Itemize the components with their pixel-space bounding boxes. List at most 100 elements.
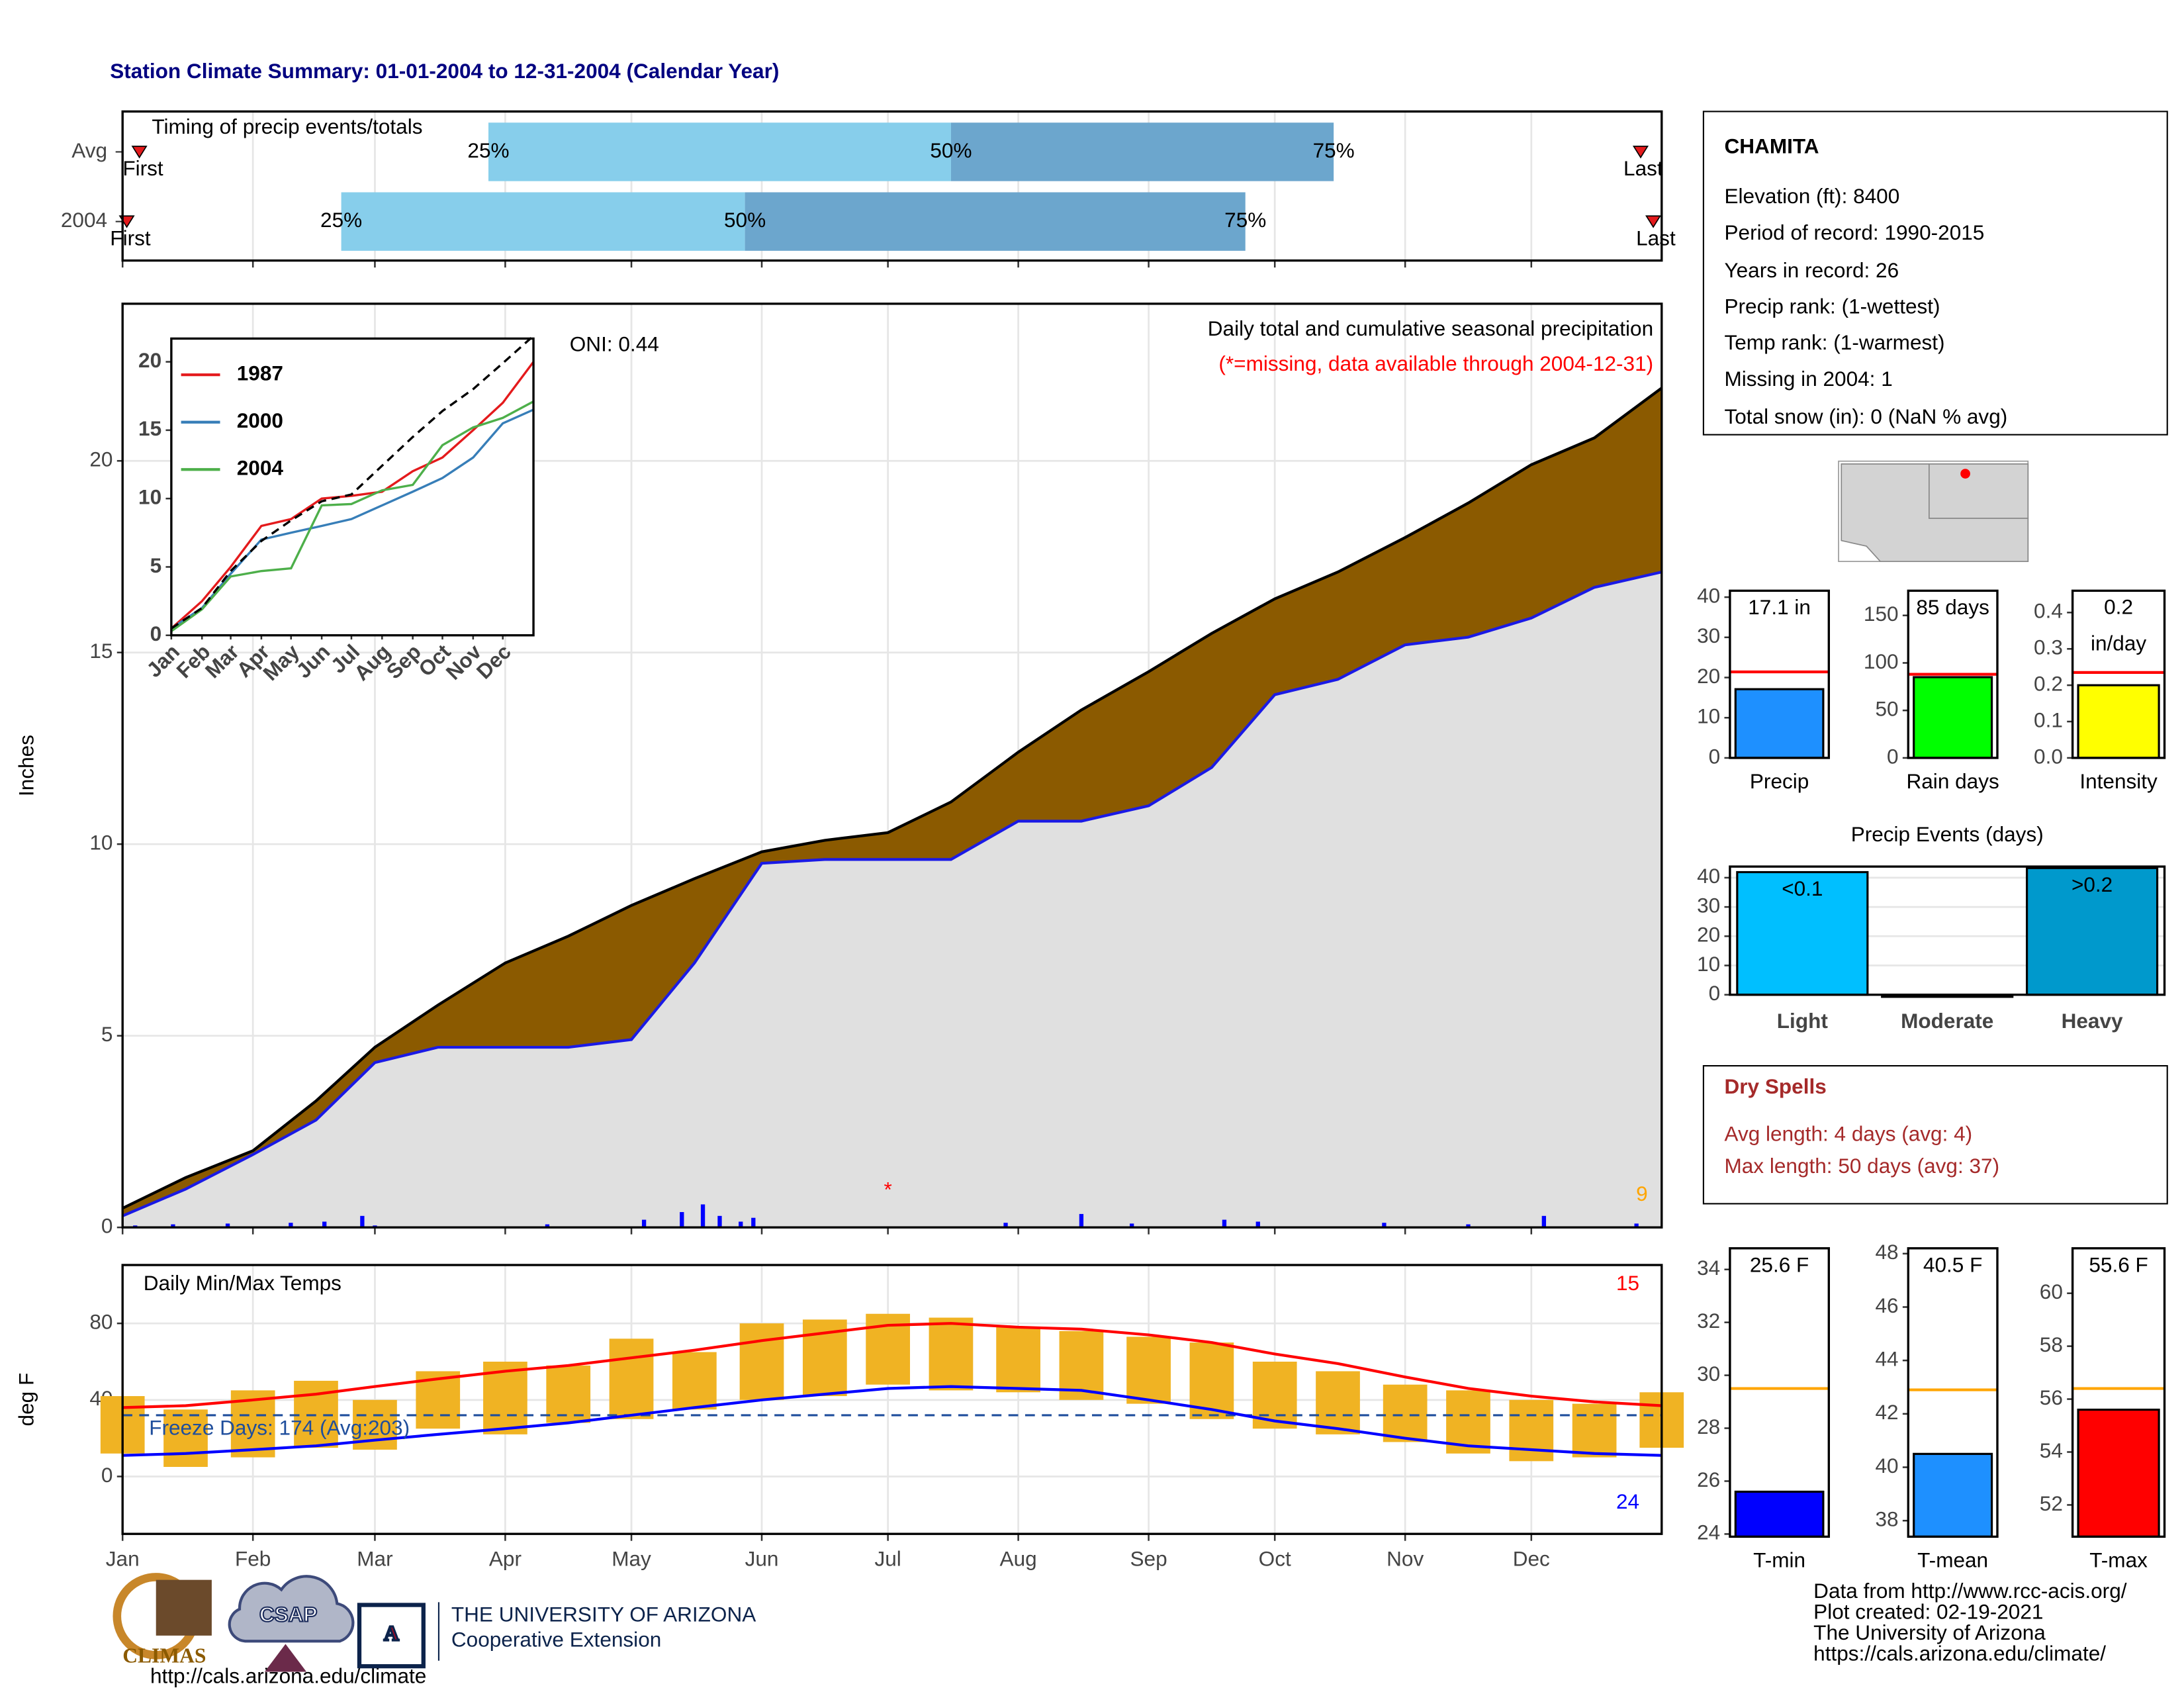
y-tick-label: 50 (1875, 697, 1898, 721)
temp-range-bar (1059, 1331, 1104, 1400)
temp-range-bar (1126, 1336, 1171, 1404)
y-tick-label: 30 (1697, 893, 1720, 917)
daily-precip-bar (360, 1215, 365, 1228)
legend-label: 2004 (237, 456, 284, 480)
legend-label: 1987 (237, 361, 283, 385)
csap-logo-text: CSAP (259, 1603, 318, 1626)
bar (2077, 684, 2160, 759)
y-tick-label: 58 (2040, 1333, 2063, 1356)
threshold-label: <0.1 (1782, 876, 1823, 900)
dry-spells-box (1702, 1064, 2168, 1205)
cumulative-2004-area (122, 572, 1662, 1228)
y-tick-label: 0.4 (2034, 599, 2063, 623)
y-tick-label: 20 (1697, 923, 1720, 947)
y-tick-label: 52 (2040, 1491, 2063, 1515)
x-category-label: Intensity (2079, 769, 2158, 793)
cumulative-average-line (122, 387, 1663, 1210)
cumulative-2004-line (122, 571, 1662, 1217)
freeze-label: Freeze Days: 174 (Avg:203) (149, 1416, 410, 1440)
station-line: Period of record: 1990-2015 (1724, 220, 1984, 244)
event-label: Last (1636, 226, 1676, 250)
station-line: Elevation (ft): 8400 (1724, 184, 1899, 208)
temp-range-bar (996, 1327, 1040, 1393)
missing-marker: * (884, 1178, 891, 1201)
value-label: 25.6 F (1750, 1252, 1809, 1276)
value-label: 55.6 F (2089, 1252, 2148, 1276)
percent-label: 50% (724, 208, 766, 232)
y-tick-label: 24 (1697, 1521, 1720, 1544)
dry-spells-line: Max length: 50 days (avg: 37) (1724, 1154, 1999, 1178)
temp-range-bar (672, 1352, 717, 1410)
map-state (1929, 463, 2029, 519)
plot-border (121, 303, 1663, 1229)
daily-precip-bar (680, 1212, 684, 1228)
y-tick-label: 0 (101, 1214, 113, 1238)
x-tick-label: Sep (1130, 1547, 1167, 1571)
y-tick-label: 40 (1697, 583, 1720, 607)
daily-precip-bar (1222, 1219, 1227, 1228)
daily-precip-bar (1255, 1221, 1260, 1228)
station-line: Missing in 2004: 1 (1724, 367, 1892, 391)
x-category-label: Light (1777, 1009, 1829, 1033)
y-tick-label: 34 (1697, 1256, 1720, 1280)
panel-title: Timing of precip events/totals (152, 115, 422, 138)
percent-label: 75% (1224, 208, 1266, 232)
daily-precip-bar (717, 1215, 722, 1228)
daily-precip-bar (700, 1204, 705, 1228)
timing-bar (950, 122, 1334, 181)
daily-precip-bar (1079, 1213, 1084, 1228)
y-tick-label: 42 (1875, 1400, 1898, 1424)
event-marker (1645, 215, 1662, 228)
plot-frame (171, 338, 534, 635)
plot-frame (1729, 1248, 1829, 1537)
timing-bar (745, 192, 1246, 251)
station-line: Temp rank: (1-warmest) (1724, 330, 1944, 354)
y-tick-label: 0.0 (2034, 744, 2063, 768)
dry-spells-line: Avg length: 4 days (avg: 4) (1724, 1122, 1972, 1146)
y-tick-label: 46 (1875, 1293, 1898, 1317)
y-tick-label: 48 (1875, 1240, 1898, 1264)
dry-spells-title: Dry Spells (1724, 1074, 1826, 1098)
cold-count: 24 (1616, 1489, 1639, 1513)
event-label: First (122, 156, 163, 180)
plot-border (1907, 1247, 1999, 1538)
y-tick-label: 80 (89, 1310, 113, 1334)
x-category-label: T-min (1753, 1548, 1805, 1572)
y-tick-label: 150 (1864, 602, 1899, 626)
timing-bar (341, 192, 745, 251)
panel-subtitle: (*=missing, data available through 2004-… (1218, 352, 1653, 375)
y-tick-label: 56 (2040, 1385, 2063, 1409)
bar (1736, 870, 1869, 996)
csap-cloud (228, 1575, 355, 1643)
y-tick-label: 0.1 (2034, 708, 2063, 731)
temp-range-bar (929, 1317, 974, 1391)
value-label: 40.5 F (1923, 1252, 1982, 1276)
temp-range-bar (1316, 1371, 1360, 1434)
y-tick-label: 54 (2040, 1438, 2063, 1462)
value-label: 0.2 in/day (2091, 595, 2146, 655)
daily-precip-bar (1634, 1223, 1639, 1228)
event-label: Last (1623, 156, 1663, 180)
x-tick-label: Aug (1000, 1547, 1037, 1571)
climas-logo-text: CLIMAS (122, 1644, 206, 1667)
y-tick-label: 5 (150, 553, 162, 577)
plot-border (1907, 589, 1999, 759)
footer-line: Plot created: 02-19-2021 (1813, 1599, 2043, 1623)
y-tick-label: 60 (2040, 1280, 2063, 1303)
y-tick-label: 10 (1697, 704, 1720, 728)
y-tick-label: 26 (1697, 1468, 1720, 1491)
y-tick-label: 30 (1697, 1362, 1720, 1385)
station-line: Years in record: 26 (1724, 258, 1899, 282)
y-tick-label: 20 (89, 447, 113, 471)
x-tick-label: May (612, 1547, 651, 1571)
event-marker (131, 146, 148, 159)
y-axis-label: deg F (14, 1373, 38, 1427)
y-tick-label: 20 (1697, 664, 1720, 688)
x-category-label: T-max (2089, 1548, 2148, 1572)
x-tick-label: Nov (1387, 1547, 1424, 1571)
plot-border (1729, 865, 2166, 996)
bar (2026, 867, 2159, 996)
daily-precip-bar (751, 1217, 756, 1228)
